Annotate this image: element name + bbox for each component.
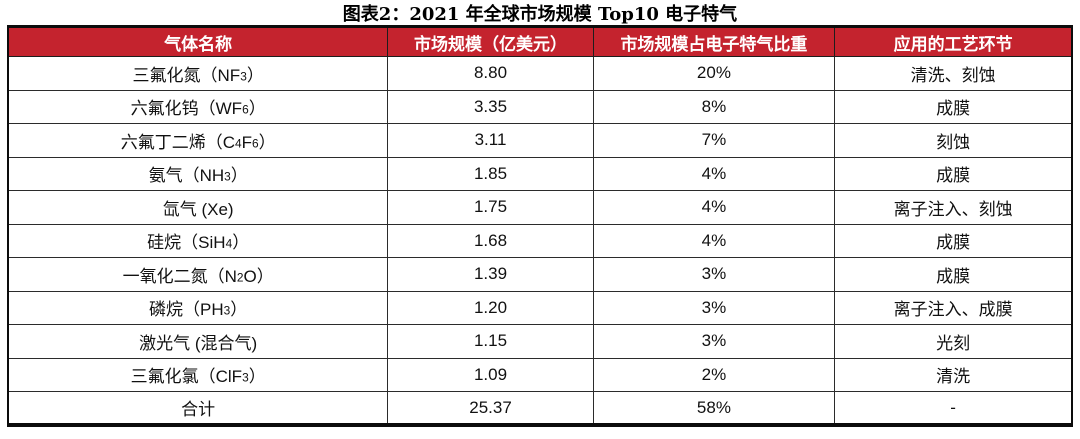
process-cell: 离子注入、成膜	[834, 290, 1073, 325]
market-size-cell: 1.85	[387, 156, 594, 191]
formula-subscript: 3	[240, 69, 247, 84]
gas-name-cell: 硅烷（SiH4）	[7, 223, 389, 258]
market-share-cell: 2%	[592, 357, 836, 392]
col-header-market-size: 市场规模（亿美元）	[387, 26, 594, 57]
market-share-cell: 4%	[592, 223, 836, 258]
gas-name-cell: 六氟丁二烯（C4F6）	[7, 123, 389, 158]
header-row: 气体名称 市场规模（亿美元） 市场规模占电子特气比重 应用的工艺环节	[7, 26, 1073, 57]
market-share-cell: 3%	[592, 257, 836, 292]
gas-name-cell: 六氟化钨（WF6）	[7, 89, 389, 124]
formula-subscript: 3	[224, 169, 231, 184]
market-size-cell: 1.15	[387, 324, 594, 359]
market-size-cell: 1.68	[387, 223, 594, 258]
gas-table: 气体名称 市场规模（亿美元） 市场规模占电子特气比重 应用的工艺环节 三氟化氮（…	[7, 25, 1073, 427]
gas-name-cell: 合计	[7, 391, 389, 426]
col-header-process-steps: 应用的工艺环节	[834, 26, 1073, 57]
process-cell: 成膜	[834, 223, 1073, 258]
process-cell: 刻蚀	[834, 123, 1073, 158]
table-row: 三氟化氯（ClF3） 1.09 2% 清洗	[7, 357, 1073, 392]
table-row: 硅烷（SiH4） 1.68 4% 成膜	[7, 223, 1073, 258]
gas-name-cell: 一氧化二氮（N2O）	[7, 257, 389, 292]
process-cell: 成膜	[834, 257, 1073, 292]
market-size-cell: 1.20	[387, 290, 594, 325]
market-share-cell: 4%	[592, 190, 836, 225]
process-cell: 成膜	[834, 89, 1073, 124]
table-wrapper: 气体名称 市场规模（亿美元） 市场规模占电子特气比重 应用的工艺环节 三氟化氮（…	[0, 25, 1080, 427]
gas-name-cell: 氨气（NH3）	[7, 156, 389, 191]
formula-subscript: 6	[252, 136, 259, 151]
table-row: 六氟化钨（WF6） 3.35 8% 成膜	[7, 89, 1073, 124]
process-cell: 离子注入、刻蚀	[834, 190, 1073, 225]
process-cell: -	[834, 391, 1073, 426]
table-body: 三氟化氮（NF3） 8.80 20% 清洗、刻蚀 六氟化钨（WF6） 3.35 8% 成膜 六氟…	[7, 56, 1073, 426]
market-share-cell: 3%	[592, 324, 836, 359]
total-row: 合计 25.37 58% -	[7, 391, 1073, 426]
table-row: 激光气 (混合气) 1.15 3% 光刻	[7, 324, 1073, 359]
market-share-cell: 20%	[592, 56, 836, 91]
gas-name-cell: 三氟化氮（NF3）	[7, 56, 389, 91]
market-size-cell: 1.09	[387, 357, 594, 392]
process-cell: 成膜	[834, 156, 1073, 191]
gas-name-cell: 磷烷（PH3）	[7, 290, 389, 325]
gas-name-cell: 激光气 (混合气)	[7, 324, 389, 359]
market-size-cell: 8.80	[387, 56, 594, 91]
market-share-cell: 58%	[592, 391, 836, 426]
market-share-cell: 3%	[592, 290, 836, 325]
formula-subscript: 3	[223, 303, 231, 318]
table-row: 氙气 (Xe) 1.75 4% 离子注入、刻蚀	[7, 190, 1073, 225]
figure-title: 图表2：2021 年全球市场规模 Top10 电子特气	[342, 4, 738, 25]
table-row: 一氧化二氮（N2O） 1.39 3% 成膜	[7, 257, 1073, 292]
market-size-cell: 1.75	[387, 190, 594, 225]
gas-name-cell: 氙气 (Xe)	[7, 190, 389, 225]
col-header-gas-name: 气体名称	[7, 26, 389, 57]
col-header-market-share: 市场规模占电子特气比重	[592, 26, 836, 57]
market-share-cell: 8%	[592, 89, 836, 124]
formula-subscript: 4	[225, 236, 233, 251]
market-size-cell: 3.35	[387, 89, 594, 124]
market-size-cell: 25.37	[387, 391, 594, 426]
formula-subscript: 4	[234, 136, 242, 151]
process-cell: 清洗、刻蚀	[834, 56, 1073, 91]
market-share-cell: 4%	[592, 156, 836, 191]
table-row: 六氟丁二烯（C4F6） 3.11 7% 刻蚀	[7, 123, 1073, 158]
formula-subscript: 3	[242, 370, 249, 385]
table-row: 三氟化氮（NF3） 8.80 20% 清洗、刻蚀	[7, 56, 1073, 91]
process-cell: 光刻	[834, 324, 1073, 359]
market-share-cell: 7%	[592, 123, 836, 158]
formula-subscript: 6	[242, 102, 249, 117]
table-row: 氨气（NH3） 1.85 4% 成膜	[7, 156, 1073, 191]
formula-subscript: 2	[236, 270, 244, 285]
gas-name-cell: 三氟化氯（ClF3）	[7, 357, 389, 392]
process-cell: 清洗	[834, 357, 1073, 392]
market-size-cell: 1.39	[387, 257, 594, 292]
market-size-cell: 3.11	[387, 123, 594, 158]
table-row: 磷烷（PH3） 1.20 3% 离子注入、成膜	[7, 290, 1073, 325]
